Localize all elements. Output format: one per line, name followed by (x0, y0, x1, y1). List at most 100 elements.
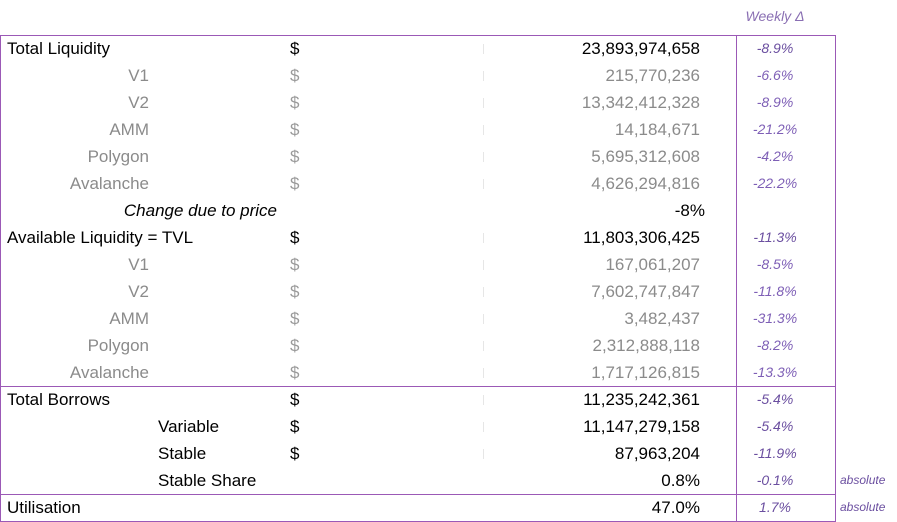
cell-divider (483, 449, 484, 459)
table-row: Change due to price -8% (0, 197, 897, 224)
row-value: 11,235,242,361 (583, 390, 700, 409)
weekly-delta-header: Weekly Δ (745, 8, 805, 24)
row-label: V2 (128, 282, 149, 301)
currency-symbol: $ (290, 390, 300, 409)
row-value: 11,147,279,158 (583, 417, 700, 436)
table-row: Polygon $ 2,312,888,118 -8.2% (0, 332, 897, 359)
weekly-change: -31.3% (752, 310, 798, 326)
table-row: AMM $ 14,184,671 -21.2% (0, 116, 897, 143)
weekly-change: 1.7% (759, 499, 791, 515)
cell-divider (483, 152, 484, 162)
row-label: Utilisation (7, 498, 81, 517)
cell-divider (483, 395, 484, 405)
weekly-change: -5.4% (756, 391, 794, 407)
currency-symbol: $ (290, 228, 300, 247)
table-row: V2 $ 13,342,412,328 -8.9% (0, 89, 897, 116)
table-row: V1 $ 167,061,207 -8.5% (0, 251, 897, 278)
table-row: Available Liquidity = TVL $ 11,803,306,4… (0, 224, 897, 251)
cell-divider (483, 179, 484, 189)
row-value: 3,482,437 (624, 309, 700, 328)
row-value: -8% (674, 201, 705, 220)
weekly-change: -8.9% (756, 94, 794, 110)
table-row: Stable $ 87,963,204 -11.9% (0, 440, 897, 467)
table-row: AMM $ 3,482,437 -31.3% (0, 305, 897, 332)
table-row: Utilisation 47.0% 1.7% absolute (0, 494, 897, 521)
row-value: 4,626,294,816 (591, 174, 700, 193)
row-value: 87,963,204 (614, 444, 700, 463)
row-value: 14,184,671 (614, 120, 700, 139)
weekly-change: -8.9% (756, 40, 794, 56)
currency-symbol: $ (290, 417, 300, 436)
currency-symbol: $ (290, 174, 300, 193)
row-label: V1 (128, 255, 149, 274)
table-row: Total Borrows $ 11,235,242,361 -5.4% (0, 386, 897, 413)
weekly-change: -0.1% (756, 472, 794, 488)
currency-symbol: $ (290, 336, 300, 355)
cell-divider (483, 233, 484, 243)
table-row: Avalanche $ 4,626,294,816 -22.2% (0, 170, 897, 197)
weekly-change: -6.6% (756, 67, 794, 83)
row-value: 47.0% (651, 498, 700, 517)
row-value: 7,602,747,847 (591, 282, 700, 301)
table-row: Stable Share 0.8% -0.1% absolute (0, 467, 897, 494)
cell-divider (483, 98, 484, 108)
currency-symbol: $ (290, 120, 300, 139)
table-row: Avalanche $ 1,717,126,815 -13.3% (0, 359, 897, 386)
row-label: Change due to price (123, 201, 277, 220)
row-label: Avalanche (69, 174, 149, 193)
row-label: Variable (158, 417, 220, 436)
weekly-change: -11.3% (753, 229, 797, 245)
table-row: V2 $ 7,602,747,847 -11.8% (0, 278, 897, 305)
row-label: Available Liquidity = TVL (7, 228, 194, 247)
row-label: V1 (128, 66, 149, 85)
cell-divider (483, 260, 484, 270)
currency-symbol: $ (290, 66, 300, 85)
currency-symbol: $ (290, 147, 300, 166)
table-row: V1 $ 215,770,236 -6.6% (0, 62, 897, 89)
absolute-note: absolute (840, 473, 886, 487)
cell-divider (483, 314, 484, 324)
cell-divider (483, 422, 484, 432)
cell-divider (483, 44, 484, 54)
row-label: Avalanche (69, 363, 149, 382)
currency-symbol: $ (290, 363, 300, 382)
row-label: AMM (109, 120, 149, 139)
cell-divider (483, 71, 484, 81)
cell-divider (483, 125, 484, 135)
cell-divider (483, 341, 484, 351)
currency-symbol: $ (290, 93, 300, 112)
row-label: AMM (109, 309, 149, 328)
cell-divider (483, 368, 484, 378)
row-value: 1,717,126,815 (591, 363, 700, 382)
currency-symbol: $ (290, 39, 300, 58)
currency-symbol: $ (290, 309, 300, 328)
row-value: 167,061,207 (605, 255, 700, 274)
currency-symbol: $ (290, 282, 300, 301)
currency-symbol: $ (290, 444, 300, 463)
row-label: Total Borrows (7, 390, 110, 409)
row-value: 13,342,412,328 (581, 93, 700, 112)
currency-symbol: $ (290, 255, 300, 274)
table-row: Polygon $ 5,695,312,608 -4.2% (0, 143, 897, 170)
row-label: V2 (128, 93, 149, 112)
weekly-change: -22.2% (752, 175, 798, 191)
weekly-change: -21.2% (752, 121, 798, 137)
weekly-change: -5.4% (756, 418, 794, 434)
row-value: 215,770,236 (605, 66, 700, 85)
row-label: Polygon (87, 336, 149, 355)
row-value: 23,893,974,658 (581, 39, 700, 58)
row-label: Stable Share (158, 471, 257, 490)
row-value: 11,803,306,425 (583, 228, 700, 247)
row-value: 5,695,312,608 (591, 147, 700, 166)
weekly-change: -13.3% (752, 364, 798, 380)
table-row: Variable $ 11,147,279,158 -5.4% (0, 413, 897, 440)
row-value: 0.8% (661, 471, 700, 490)
weekly-change: -11.9% (753, 445, 797, 461)
weekly-change: -4.2% (756, 148, 794, 164)
row-value: 2,312,888,118 (592, 336, 700, 355)
row-label: Total Liquidity (7, 39, 111, 58)
weekly-change: -11.8% (753, 283, 797, 299)
weekly-change: -8.5% (756, 256, 794, 272)
weekly-change: -8.2% (756, 337, 794, 353)
